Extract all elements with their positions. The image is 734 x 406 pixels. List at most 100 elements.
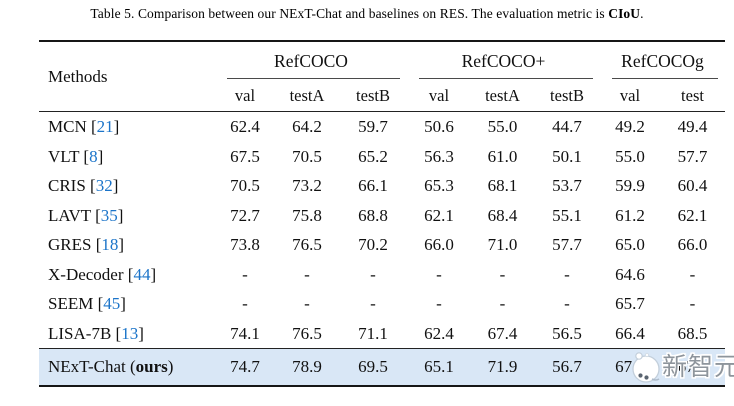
value-cell: 71.1 [358, 323, 388, 343]
citation-link[interactable]: 44 [133, 264, 151, 284]
value-cell: - [689, 264, 696, 284]
value-cell: 65.1 [424, 357, 454, 376]
value-cell: 62.1 [424, 205, 454, 225]
value-cell: - [564, 264, 570, 284]
value-cell: 74.7 [230, 357, 260, 376]
method-cell: SEEM [45] [48, 294, 126, 313]
column-header-testa: testA [485, 86, 520, 105]
group-header-refcoco-plus-label: RefCOCO+ [461, 51, 546, 71]
column-header-val: val [428, 86, 450, 105]
table-row: X-Decoder [44] - - - - - - 64.6 - [39, 260, 725, 290]
value-cell: 62.1 [677, 205, 708, 225]
res-comparison-table: Methods RefCOCO RefCOCO+ RefCOCOg val te… [39, 40, 725, 387]
method-ours-bold: ours [135, 357, 168, 376]
value-cell: 70.2 [358, 235, 388, 254]
value-cell: 76.5 [292, 235, 322, 254]
value-cell: 70.5 [292, 146, 322, 166]
group-header-refcoco-plus: RefCOCO+ [407, 42, 600, 80]
column-header-methods: Methods [48, 66, 108, 86]
value-cell: - [370, 294, 376, 313]
value-cell: 67.0 [615, 357, 645, 376]
value-cell: 57.7 [552, 235, 582, 254]
value-cell: 66.0 [677, 235, 708, 254]
group-header-refcocog-label: RefCOCOg [621, 51, 704, 71]
value-cell: 56.5 [552, 323, 582, 343]
caption-period: . [640, 6, 644, 21]
caption-metric-bold: CIoU [608, 6, 641, 21]
table-header: Methods RefCOCO RefCOCO+ RefCOCOg val te… [39, 42, 725, 112]
table-row: MCN [21] 62.4 64.2 59.7 50.6 55.0 44.7 49.2 49.4 [39, 112, 725, 142]
caption-text: Table 5. Comparison between our NExT-Cha… [90, 6, 609, 21]
value-cell: - [242, 294, 248, 313]
method-cell: CRIS [32] [48, 176, 119, 195]
value-cell: 68.4 [487, 205, 518, 225]
value-cell: 49.4 [677, 117, 708, 136]
method-cell: GRES [18] [48, 235, 125, 254]
value-cell: 60.4 [677, 176, 708, 195]
method-cell: MCN [21] [48, 117, 120, 136]
value-cell: 57.7 [677, 146, 708, 166]
value-cell: 72.7 [230, 205, 260, 225]
value-cell: 65.0 [615, 235, 645, 254]
table-row: CRIS [32] 70.5 73.2 66.1 65.3 68.1 53.7 59.9 60.… [39, 171, 725, 201]
value-cell: 55.1 [552, 205, 582, 225]
group-header-refcocog: RefCOCOg [600, 42, 725, 80]
value-cell: 61.0 [487, 146, 518, 166]
table-row: LISA-7B [13] 74.1 76.5 71.1 62.4 67.4 56.5 66.4… [39, 319, 725, 349]
table-caption: Table 5. Comparison between our NExT-Cha… [0, 6, 734, 22]
table-row: NExT-Chat (ours) 74.7 78.9 69.5 65.1 71.9 56.7… [39, 348, 725, 387]
citation-link[interactable]: 35 [100, 205, 118, 225]
table-row: GRES [18] 73.8 76.5 70.2 66.0 71.0 57.7 65.0 66.… [39, 230, 725, 260]
value-cell: - [499, 294, 506, 313]
value-cell: 61.2 [615, 205, 645, 225]
column-header-val: val [619, 86, 641, 105]
group-header-refcoco-label: RefCOCO [274, 51, 348, 71]
group-underline [419, 77, 593, 79]
table-row: VLT [8] 67.5 70.5 65.2 56.3 61.0 50.1 55.0 57.7 [39, 142, 725, 172]
group-underline [612, 77, 718, 79]
value-cell: 73.8 [230, 235, 260, 254]
value-cell: 65.3 [424, 176, 454, 195]
value-cell: 50.6 [424, 117, 454, 136]
column-header-testa: testA [289, 86, 325, 105]
value-cell: 44.7 [552, 117, 582, 136]
table-row: LAVT [35] 72.7 75.8 68.8 62.1 68.4 55.1 61.2 62.… [39, 201, 725, 231]
citation-link[interactable]: 21 [96, 117, 114, 136]
value-cell: - [436, 264, 442, 284]
value-cell: 75.8 [292, 205, 322, 225]
value-cell: 71.0 [487, 235, 518, 254]
value-cell: 66.1 [358, 176, 388, 195]
value-cell: 67.5 [230, 146, 260, 166]
citation-link[interactable]: 45 [103, 294, 121, 313]
method-cell: X-Decoder [44] [48, 264, 157, 284]
value-cell: 64.2 [292, 117, 322, 136]
citation-link[interactable]: 32 [95, 176, 113, 195]
value-cell: - [370, 264, 376, 284]
value-cell: 50.1 [552, 146, 582, 166]
value-cell: 69.5 [358, 357, 388, 376]
value-cell: 49.2 [615, 117, 645, 136]
value-cell: 68.1 [487, 176, 518, 195]
value-cell: 59.9 [615, 176, 645, 195]
value-cell: - [564, 294, 570, 313]
value-cell: 73.2 [292, 176, 322, 195]
citation-link[interactable]: 18 [101, 235, 119, 254]
value-cell: 65.7 [615, 294, 645, 313]
citation-link[interactable]: 8 [89, 146, 98, 166]
value-cell: 67.0 [677, 357, 708, 376]
value-cell: 78.9 [292, 357, 322, 376]
value-cell: 62.4 [424, 323, 454, 343]
value-cell: 62.4 [230, 117, 260, 136]
column-header-val: val [234, 86, 256, 105]
value-cell: 70.5 [230, 176, 260, 195]
value-cell: 66.0 [424, 235, 454, 254]
value-cell: 53.7 [552, 176, 582, 195]
citation-link[interactable]: 13 [121, 323, 139, 343]
value-cell: 56.7 [552, 357, 582, 376]
value-cell: - [304, 294, 310, 313]
column-header-testb: testB [550, 86, 584, 105]
value-cell: - [436, 294, 442, 313]
value-cell: 66.4 [615, 323, 645, 343]
group-header-refcoco: RefCOCO [215, 42, 407, 80]
